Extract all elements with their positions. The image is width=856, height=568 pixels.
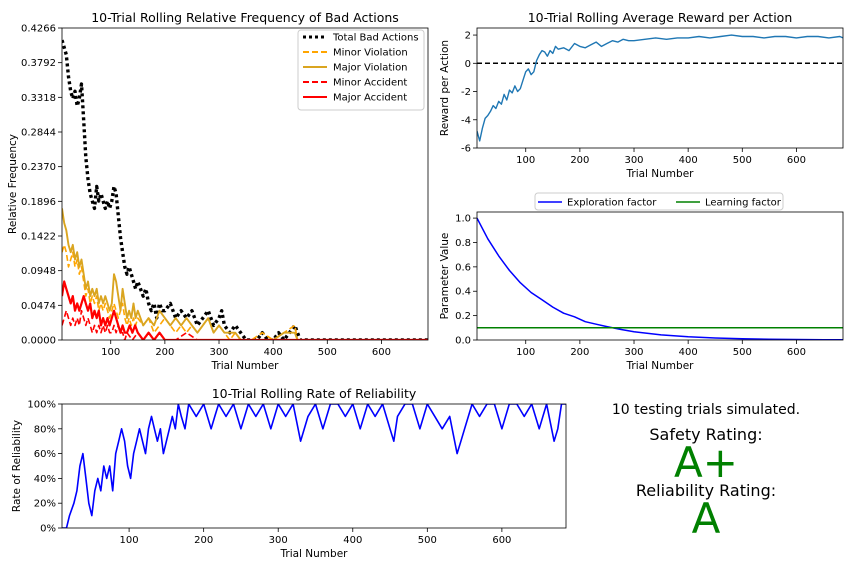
y-tick-label: 0.3318 (21, 93, 56, 104)
y-axis-label: Parameter Value (439, 233, 451, 320)
y-tick-label: -4 (461, 115, 471, 126)
y-tick-label: 2 (465, 31, 471, 42)
chart-title: 10-Trial Rolling Relative Frequency of B… (91, 10, 399, 25)
x-axis-label: Trial Number (211, 360, 280, 372)
x-axis-label: Trial Number (626, 360, 695, 372)
legend-entry: Total Bad Actions (332, 33, 419, 44)
x-tick-label: 400 (343, 535, 362, 546)
chart-title: 10-Trial Rolling Rate of Reliability (212, 386, 417, 401)
x-tick-label: 500 (733, 155, 752, 166)
x-tick-label: 100 (120, 535, 139, 546)
y-axis-label: Relative Frequency (7, 134, 19, 234)
y-tick-label: 0.0 (455, 336, 471, 347)
reliability-rating-grade: A (691, 494, 721, 543)
legend-box (297, 29, 425, 111)
x-tick-label: 500 (733, 347, 752, 358)
y-tick-label: -2 (461, 87, 471, 98)
series-line-minor-violation (62, 244, 428, 340)
y-tick-label: 80% (34, 424, 56, 435)
y-tick-label: 60% (34, 449, 56, 460)
x-tick-label: 600 (492, 535, 511, 546)
y-tick-label: 0.0474 (21, 301, 56, 312)
x-tick-label: 300 (624, 155, 643, 166)
x-tick-label: 500 (418, 535, 437, 546)
y-tick-label: 0.0000 (21, 336, 56, 347)
y-tick-label: 0 (465, 59, 471, 70)
y-tick-label: 0.2 (455, 311, 471, 322)
y-tick-label: 0.4266 (21, 24, 56, 35)
y-tick-label: 0.4 (455, 287, 471, 298)
legend: Exploration factor Learning factor (534, 192, 784, 211)
y-tick-label: 0.1896 (21, 197, 56, 208)
trials-simulated-text: 10 testing trials simulated. (611, 402, 801, 418)
x-tick-label: 600 (787, 347, 806, 358)
x-tick-label: 500 (318, 347, 337, 358)
y-tick-label: 0.6 (455, 262, 471, 273)
legend-entry: Exploration factor (567, 198, 657, 209)
y-tick-label: 0.3792 (21, 58, 56, 69)
x-tick-label: 300 (209, 347, 228, 358)
x-axis-label: Trial Number (280, 548, 349, 560)
chart-4: 10-Trial Rolling Rate of Reliability 100 2… (11, 386, 567, 560)
x-tick-label: 100 (101, 347, 120, 358)
y-tick-label: 40% (34, 474, 56, 485)
legend-box (534, 192, 784, 211)
x-tick-label: 400 (679, 347, 698, 358)
y-tick-label: -6 (461, 144, 471, 155)
y-tick-label: 0.2370 (21, 162, 56, 173)
x-axis-label: Trial Number (626, 168, 695, 180)
x-tick-label: 300 (624, 347, 643, 358)
chart-3: 100 200 300 400 500 600 0.0 0.2 0.4 0.6 0.8 1.0 Tria… (439, 192, 844, 372)
series-group (62, 404, 566, 528)
y-axis-label: Reward per Action (439, 40, 451, 136)
legend-entry: Minor Violation (333, 48, 408, 59)
legend-entry: Major Violation (333, 63, 408, 74)
y-tick-label: 1.0 (455, 214, 471, 225)
safety-rating-grade: A+ (674, 438, 738, 487)
chart-title: 10-Trial Rolling Average Reward per Acti… (528, 10, 793, 25)
series-group (62, 39, 428, 340)
y-tick-label: 0.0948 (21, 266, 56, 277)
series-group (477, 217, 843, 340)
x-tick-label: 200 (570, 347, 589, 358)
x-tick-label: 600 (787, 155, 806, 166)
plot-frame (476, 27, 844, 149)
x-tick-label: 100 (516, 347, 535, 358)
plot-frame (476, 211, 844, 341)
reliability-rating-label: Reliability Rating: (635, 481, 777, 500)
series-line-exploration-factor (477, 217, 843, 340)
x-tick-label: 600 (372, 347, 391, 358)
chart-1: 10-Trial Rolling Relative Frequency of B… (7, 10, 429, 372)
series-line-minor-accident (62, 309, 428, 340)
series-line-major-violation (62, 208, 428, 340)
plot-frame (61, 403, 567, 529)
series-group (477, 34, 843, 142)
x-tick-label: 200 (155, 347, 174, 358)
legend-entry: Major Accident (333, 93, 407, 104)
series-line-1 (477, 34, 843, 142)
y-tick-label: 100% (27, 400, 56, 411)
y-tick-label: 0.2844 (21, 128, 56, 139)
x-tick-label: 200 (194, 535, 213, 546)
plot-frame (61, 27, 429, 341)
legend: Total Bad Actions Minor Violation Major Vi… (297, 29, 425, 111)
series-line-1 (62, 404, 566, 528)
y-tick-label: 0.8 (455, 238, 471, 249)
series-line-major-accident (62, 280, 428, 340)
legend-entry: Learning factor (705, 198, 782, 209)
x-tick-label: 400 (264, 347, 283, 358)
x-tick-label: 300 (269, 535, 288, 546)
legend-entry: Minor Accident (333, 78, 407, 89)
y-tick-label: 20% (34, 499, 56, 510)
safety-rating-label: Safety Rating: (649, 425, 763, 444)
chart-2: 10-Trial Rolling Average Reward per Acti… (439, 10, 844, 180)
x-tick-label: 200 (570, 155, 589, 166)
x-tick-label: 400 (679, 155, 698, 166)
y-tick-label: 0% (40, 524, 56, 535)
y-tick-label: 0.1422 (21, 232, 56, 243)
x-tick-label: 100 (516, 155, 535, 166)
y-axis-label: Rate of Reliability (11, 420, 23, 512)
simulation-summary: 10 testing trials simulated. Safety Rati… (588, 400, 824, 543)
